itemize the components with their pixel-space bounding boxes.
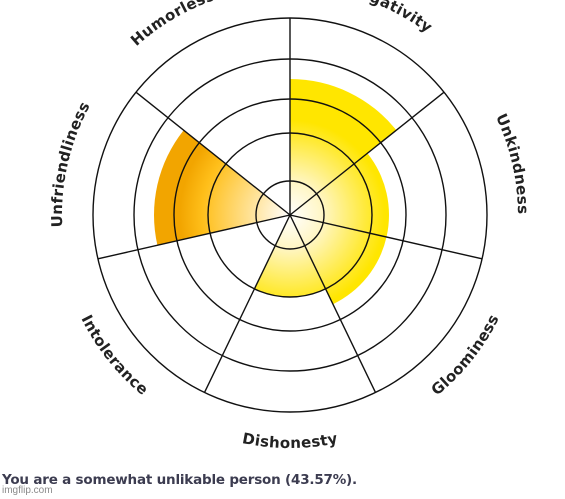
sector-negativity [290,79,397,215]
watermark-text: imgflip.com [2,485,53,496]
grid-spoke-3 [289,214,483,260]
label-gloominess: Gloominess [428,311,503,399]
label-unfriendliness: Unfriendliness [48,99,94,228]
grid-spoke-2 [289,91,445,216]
grid-spoke-4 [289,214,377,393]
grid-spoke-7 [135,91,291,216]
grid-spoke-5 [203,214,291,393]
label-unkindness: Unkindness [492,111,532,215]
label-intolerance: Intolerance [78,312,152,399]
label-dishonesty: Dishonesty [241,429,339,452]
grid-layer [92,17,488,413]
sector-unkindness [290,153,389,238]
label-humorlessness: Humorlessness [127,0,255,50]
polar-area-chart: NegativityUnkindnessGloominessDishonesty… [48,0,532,452]
sector-layer [154,79,397,305]
sector-dishonesty [254,215,326,297]
result-text: You are a somewhat unlikable person (43.… [2,472,357,488]
sector-gloominess [290,215,387,305]
grid-spoke-6 [97,214,291,260]
